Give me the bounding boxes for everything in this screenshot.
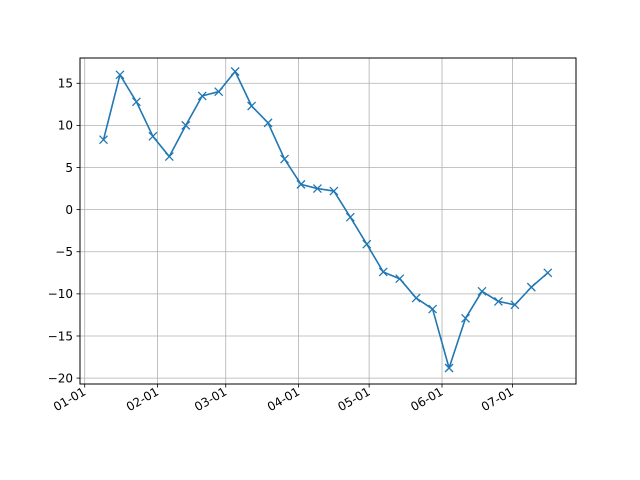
- data-point-marker: [312, 184, 322, 194]
- plot-background: [80, 58, 576, 384]
- series-layer: [99, 67, 553, 373]
- y-tick-label: 0: [65, 203, 73, 217]
- data-point-marker: [461, 313, 470, 323]
- data-point-marker: [378, 267, 388, 277]
- x-tick-label: 05-01: [335, 384, 372, 414]
- y-tick-label: 5: [65, 161, 73, 175]
- data-point-marker: [395, 274, 405, 284]
- data-point-marker: [181, 120, 191, 130]
- plot-frame: [79, 57, 577, 385]
- data-point-marker: [296, 179, 306, 189]
- x-tick-label: 07-01: [479, 384, 516, 414]
- data-point-marker: [131, 97, 141, 107]
- data-point-marker: [444, 363, 454, 373]
- y-tick-label: −15: [48, 329, 73, 343]
- grid-lines: [80, 58, 576, 384]
- x-tick-label: 06-01: [408, 384, 445, 414]
- data-point-marker: [230, 67, 240, 76]
- data-point-marker: [345, 212, 355, 222]
- data-point-marker: [493, 296, 503, 306]
- y-tick-label: −5: [55, 245, 73, 259]
- y-tick-label: 10: [58, 119, 73, 133]
- data-point-marker: [526, 282, 536, 292]
- y-tick-label: −10: [48, 287, 73, 301]
- data-point-marker: [362, 239, 372, 249]
- y-tick-label: 15: [58, 77, 73, 91]
- data-point-marker: [247, 101, 257, 111]
- data-point-marker: [164, 152, 174, 162]
- data-point-marker: [214, 87, 224, 97]
- data-point-marker: [510, 300, 520, 310]
- data-point-marker: [428, 304, 438, 314]
- data-point-marker: [197, 91, 207, 101]
- x-tick-label: 04-01: [265, 384, 302, 414]
- y-tick-label: −20: [48, 371, 73, 385]
- data-point-marker: [329, 186, 339, 196]
- data-point-marker: [263, 118, 273, 128]
- x-tick-label: 01-01: [51, 384, 88, 414]
- x-tick-label: 02-01: [124, 384, 161, 414]
- data-point-marker: [280, 154, 289, 164]
- x-tick-label: 03-01: [192, 384, 229, 414]
- data-point-marker: [477, 286, 487, 296]
- data-point-marker: [115, 70, 125, 80]
- data-point-marker: [148, 131, 158, 141]
- data-point-marker: [99, 135, 108, 145]
- series-line: [102, 70, 549, 369]
- data-point-marker: [411, 293, 421, 303]
- data-point-marker: [543, 268, 553, 278]
